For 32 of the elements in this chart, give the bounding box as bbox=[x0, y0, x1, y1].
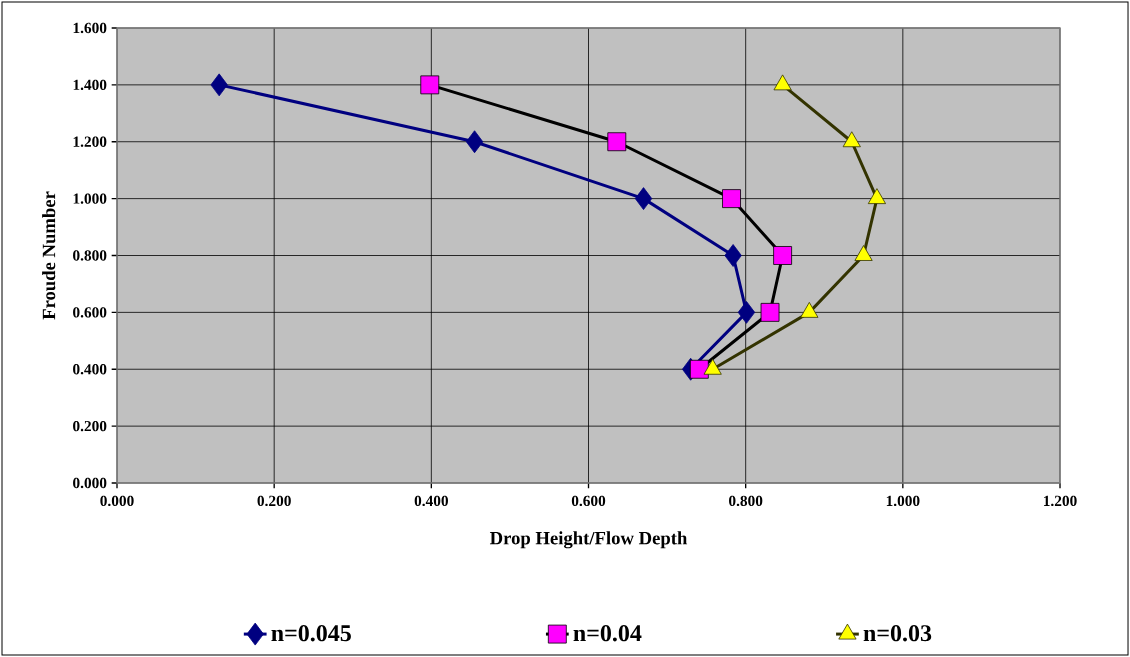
point bbox=[689, 359, 709, 379]
x-tick-label: 0.800 bbox=[729, 495, 763, 507]
point bbox=[210, 73, 228, 97]
y-tick-label: 0.200 bbox=[73, 420, 107, 432]
y-tick-label: 0.600 bbox=[73, 307, 107, 318]
point bbox=[773, 246, 793, 265]
x-tick-label: 0.400 bbox=[414, 495, 449, 507]
point bbox=[722, 189, 741, 209]
y-tick-label: 1.000 bbox=[73, 193, 107, 204]
point bbox=[465, 130, 484, 154]
point bbox=[737, 300, 756, 324]
x-tick-label: 0.600 bbox=[571, 495, 606, 507]
x-tick-label: 0.000 bbox=[100, 495, 134, 507]
y-tick-label: 0.800 bbox=[73, 250, 107, 261]
point bbox=[760, 302, 780, 322]
x-tick-label: 1.000 bbox=[886, 495, 920, 507]
point bbox=[607, 132, 627, 152]
legend-label: n=0.04 bbox=[573, 625, 642, 642]
y-tick-label: 1.600 bbox=[73, 22, 107, 34]
y-tick-label: 1.200 bbox=[73, 136, 107, 147]
x-axis-title: Drop Height/Flow Depth bbox=[489, 531, 688, 549]
y-tick-label: 1.400 bbox=[73, 79, 107, 91]
y-tick-label: 0.400 bbox=[73, 364, 107, 375]
x-tick-label: 1.200 bbox=[1044, 495, 1077, 507]
point bbox=[420, 75, 440, 95]
y-axis-title: Froude Number bbox=[42, 191, 56, 320]
x-tick-label: 0.200 bbox=[257, 495, 291, 507]
point bbox=[724, 244, 742, 267]
legend-label: n=0.045 bbox=[271, 625, 351, 642]
legend-label: n=0.03 bbox=[863, 625, 932, 642]
y-tick-label: 0.000 bbox=[73, 477, 107, 489]
point bbox=[634, 187, 653, 211]
